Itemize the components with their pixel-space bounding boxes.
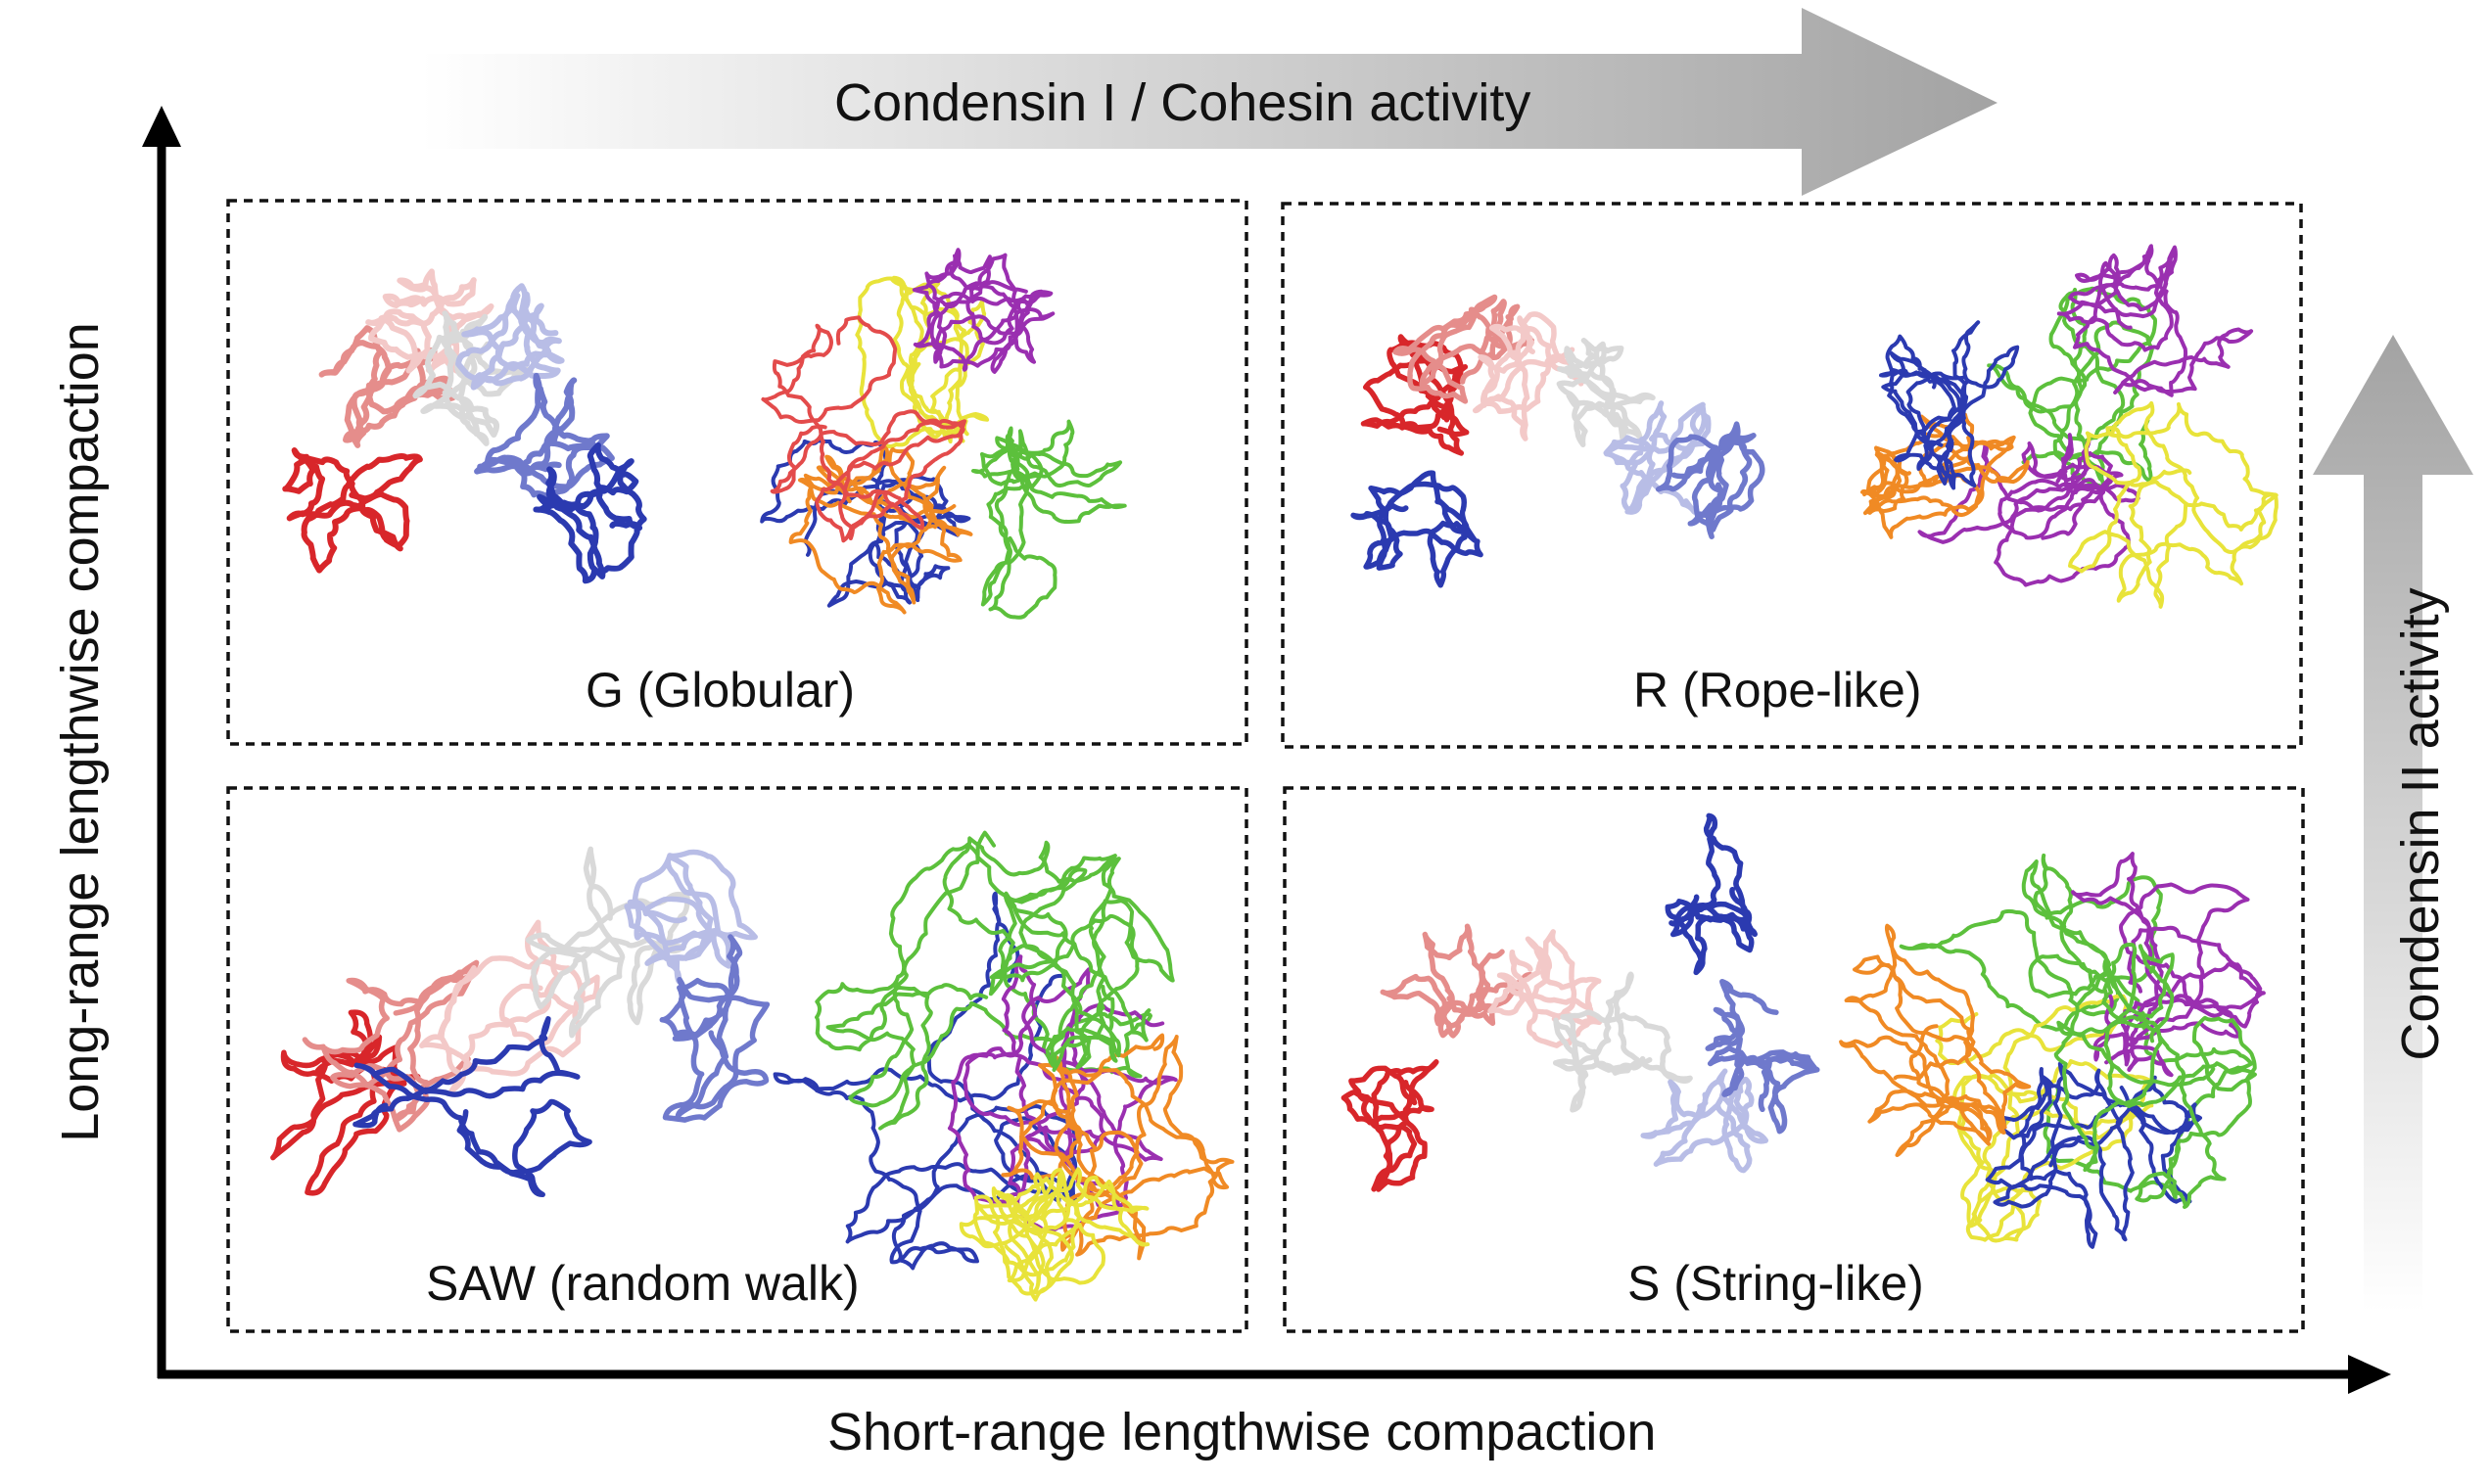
chain-s-single [1380,923,1533,1039]
panel-r-frame [1281,202,2303,749]
panel-g-frame [226,199,1248,746]
panel-s-label: S (String-like) [1627,1256,1924,1311]
chain-g-single [533,441,647,584]
chain-saw-multi [947,954,1178,1233]
chain-g-multi [788,444,973,615]
x-axis-label: Short-range lengthwise compaction [827,1403,1657,1461]
chain-s-multi [1985,1061,2202,1249]
chain-r-multi [1917,433,2140,587]
chain-s-multi [1839,923,2032,1157]
chain-g-multi [971,419,1127,620]
chain-saw-single [270,1009,421,1196]
panel-s-frame [1283,786,2305,1333]
chain-saw-single [525,846,690,1039]
chain-saw-single [352,1016,592,1198]
chain-r-single [1350,470,1483,588]
chain-saw-multi [773,891,1078,1271]
y-axis-label: Long-range lengthwise compaction [51,322,110,1142]
chain-g-single [318,325,457,448]
chain-saw-multi [988,854,1175,1072]
axes [142,106,2391,1394]
chain-r-single [1472,311,1584,441]
chain-r-single [1655,421,1765,539]
chain-g-single [412,310,534,446]
chain-r-single [1556,338,1656,448]
chain-s-multi [2071,852,2266,1078]
chain-r-multi [1987,286,2158,489]
chain-s-single [1487,929,1603,1048]
chain-saw-single [659,934,771,1123]
chain-s-single [1665,812,1758,976]
panel-saw-frame [226,786,1248,1333]
chain-g-multi [912,248,1056,374]
chain-g-multi [761,315,966,543]
chain-s-single [1340,1059,1439,1192]
chain-s-single [1552,971,1693,1113]
chain-r-multi [1879,320,2020,490]
condensin-ii-arrow [2313,335,2473,1312]
chain-r-multi [2056,244,2254,397]
chain-s-single [1705,978,1820,1135]
chain-saw-multi [815,830,1152,1131]
chain-r-multi [2068,400,2279,609]
condensin-cohesin-arrow [421,8,1998,196]
y-axis-arrowhead [142,106,181,147]
chain-s-single [1640,1068,1769,1174]
panel-g-label: G (Globular) [586,663,856,718]
chain-saw-single [419,919,600,1094]
condensin-cohesin-arrow-label: Condensin I / Cohesin activity [834,73,1531,132]
chain-r-single [1603,400,1712,515]
chain-s-multi [1899,853,2254,1202]
chain-s-multi [2053,943,2257,1209]
condensin-ii-arrow-label: Condensin II activity [2391,587,2450,1061]
chain-saw-single [302,959,480,1133]
x-axis-arrowhead [2348,1355,2391,1394]
chain-saw-multi [959,1167,1151,1302]
chain-g-single [282,447,423,574]
chain-g-single [455,283,565,391]
panel-saw-label: SAW (random walk) [426,1256,860,1311]
polymer-renderings [270,244,2279,1302]
chain-saw-single [624,849,758,985]
panel-r-label: R (Rope-like) [1633,663,1922,718]
chain-saw-multi [1001,1033,1235,1261]
chain-g-single [365,268,494,374]
